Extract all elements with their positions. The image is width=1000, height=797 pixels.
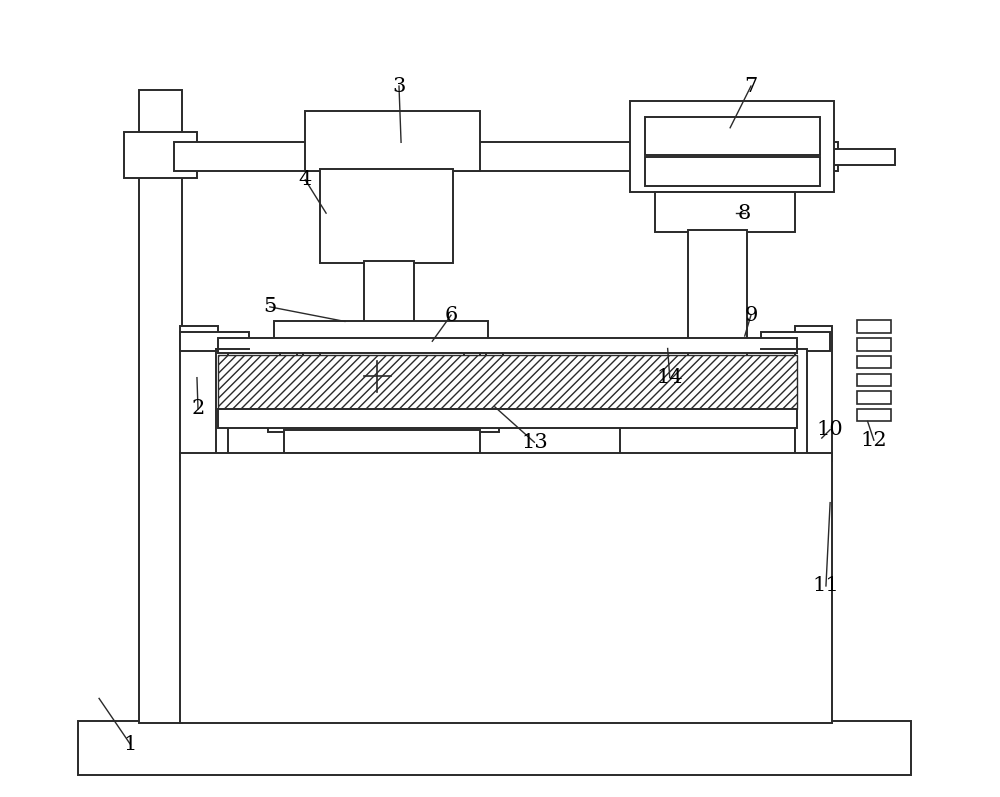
Text: 12: 12 xyxy=(861,430,887,450)
Bar xyxy=(366,365,389,388)
Bar xyxy=(303,345,320,411)
Bar xyxy=(857,355,891,368)
Bar xyxy=(655,192,795,232)
Bar xyxy=(174,143,838,171)
Bar xyxy=(218,355,797,409)
Text: 11: 11 xyxy=(813,576,839,595)
Bar xyxy=(795,326,832,461)
Bar xyxy=(857,374,891,386)
Bar xyxy=(364,261,414,326)
Bar xyxy=(645,117,820,155)
Bar xyxy=(180,326,218,461)
Bar xyxy=(124,132,197,178)
Text: 1: 1 xyxy=(124,735,137,754)
Bar xyxy=(268,409,499,432)
Bar xyxy=(216,348,228,461)
Bar xyxy=(630,100,834,192)
Text: 7: 7 xyxy=(744,77,758,96)
Text: 4: 4 xyxy=(299,171,312,190)
Text: 2: 2 xyxy=(191,399,205,418)
Bar xyxy=(218,409,797,428)
Bar xyxy=(857,409,891,422)
Text: 14: 14 xyxy=(656,368,683,387)
Bar xyxy=(857,320,891,333)
Bar xyxy=(857,338,891,351)
Text: 13: 13 xyxy=(521,433,548,452)
Bar xyxy=(180,332,249,351)
Text: 9: 9 xyxy=(744,306,758,324)
Bar xyxy=(620,419,824,457)
Bar xyxy=(280,345,297,411)
Bar xyxy=(857,391,891,404)
Bar xyxy=(761,332,830,351)
Bar xyxy=(139,90,182,724)
Bar xyxy=(834,148,895,165)
Bar xyxy=(305,111,480,171)
Text: 8: 8 xyxy=(738,204,751,222)
Bar xyxy=(320,170,453,263)
Text: 6: 6 xyxy=(444,306,458,324)
Bar xyxy=(78,721,911,775)
Text: 3: 3 xyxy=(392,77,406,96)
Text: 5: 5 xyxy=(263,297,276,316)
Bar xyxy=(284,430,480,453)
Bar xyxy=(645,157,820,186)
Bar xyxy=(688,230,747,422)
Bar xyxy=(218,338,797,353)
Bar xyxy=(486,345,503,411)
Bar xyxy=(274,321,488,347)
Bar xyxy=(464,345,480,411)
Bar xyxy=(180,453,832,724)
Text: 10: 10 xyxy=(817,420,843,439)
Bar xyxy=(795,348,807,461)
